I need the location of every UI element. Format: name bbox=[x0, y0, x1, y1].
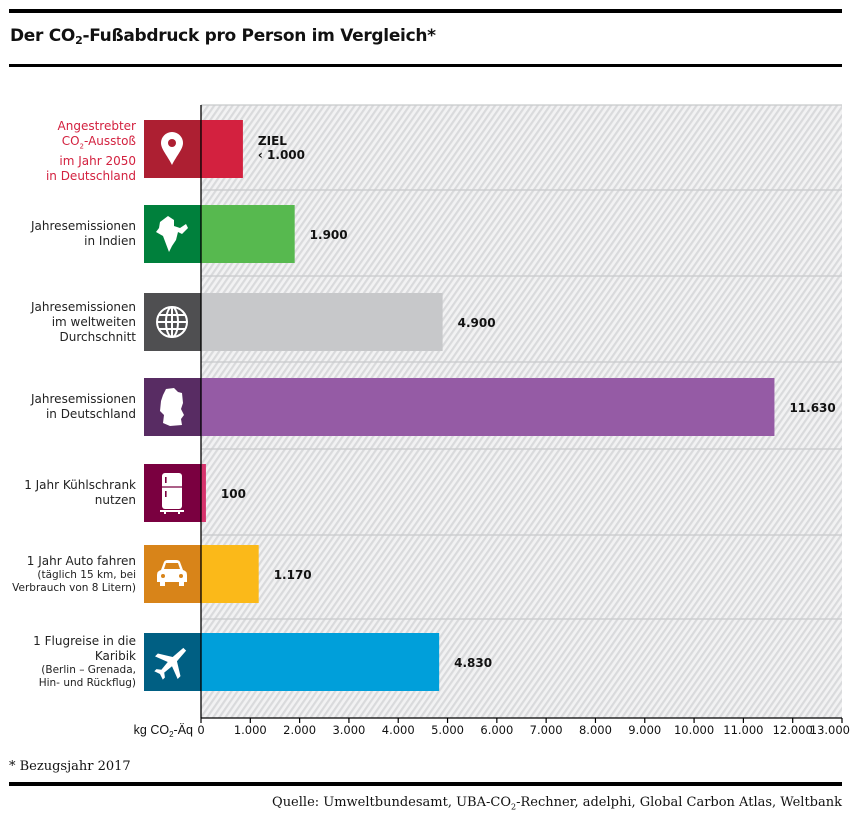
category-label-note: (täglich 15 km, bei bbox=[37, 568, 136, 581]
x-tick-label: 0 bbox=[197, 723, 204, 737]
category-label-line: im Jahr 2050 bbox=[59, 154, 136, 169]
category-label-line: nutzen bbox=[94, 493, 136, 507]
airplane-icon bbox=[144, 633, 201, 691]
value-label: ZIEL ‹ 1.000 bbox=[258, 134, 305, 162]
x-tick-label: 13.000 bbox=[810, 723, 850, 737]
india-map-icon bbox=[144, 205, 201, 263]
germany-map-icon bbox=[144, 378, 201, 436]
chart-title: Der CO2-Fußabdruck pro Person im Verglei… bbox=[10, 26, 436, 47]
x-tick-label: 11.000 bbox=[723, 723, 763, 737]
source-note: Quelle: Umweltbundesamt, UBA-CO2-Rechner… bbox=[272, 795, 842, 812]
category-label-line: im weltweiten bbox=[51, 314, 136, 329]
category-label: Angestrebter CO2-Ausstoß im Jahr 2050 in De… bbox=[0, 119, 136, 184]
category-label: Jahresemissionen in Indien bbox=[0, 219, 136, 249]
bar bbox=[201, 545, 259, 603]
x-ticks: 0 1.000 2.000 3.000 4.000 5.000 6.000 7.000 8.00… bbox=[197, 718, 850, 737]
source-text-1: Quelle: Umweltbundesamt, UBA-CO bbox=[272, 795, 511, 810]
icons-group bbox=[144, 120, 201, 691]
footnote: * Bezugsjahr 2017 bbox=[9, 759, 131, 774]
bars-group bbox=[201, 120, 775, 691]
source-text-2: -Rechner, adelphi, Global Carbon Atlas, … bbox=[516, 795, 842, 810]
top-rule bbox=[9, 9, 842, 13]
category-label-line: Jahresemissionen bbox=[31, 219, 136, 233]
x-axis-label: kg CO2-Äq bbox=[134, 723, 193, 739]
bar bbox=[201, 633, 440, 691]
bar bbox=[201, 120, 243, 178]
x-tick-label: 2.000 bbox=[283, 723, 316, 737]
x-tick-label: 3.000 bbox=[332, 723, 365, 737]
x-tick-label: 12.000 bbox=[773, 723, 813, 737]
category-label: 1 Jahr Auto fahren (täglich 15 km, bei Ver… bbox=[0, 554, 136, 595]
globe-icon bbox=[144, 293, 201, 351]
category-label-line: Jahresemissionen bbox=[31, 392, 136, 406]
category-label-line: Durchschnitt bbox=[59, 329, 136, 344]
category-label-line: Jahresemissionen bbox=[31, 299, 136, 314]
bottom-rule bbox=[9, 782, 842, 786]
category-label-line: 1 Flugreise in die bbox=[33, 634, 136, 648]
category-label-line: 1 Jahr Auto fahren bbox=[26, 553, 136, 568]
x-tick-label: 1.000 bbox=[234, 723, 267, 737]
category-label: Jahresemissionen im weltweiten Durchschnit… bbox=[0, 300, 136, 345]
category-label-note: Verbrauch von 8 Litern) bbox=[12, 581, 136, 594]
category-label: 1 Flugreise in die Karibik (Berlin – Grena… bbox=[0, 634, 136, 690]
x-tick-label: 5.000 bbox=[431, 723, 464, 737]
bar bbox=[201, 464, 206, 522]
value-label: 11.630 bbox=[789, 401, 835, 415]
category-label-line: 1 Jahr Kühlschrank bbox=[24, 478, 136, 492]
value-label: 4.830 bbox=[454, 656, 492, 670]
title-subscript: 2 bbox=[75, 34, 83, 47]
category-label-line: in Deutschland bbox=[45, 169, 136, 184]
source-subscript: 2 bbox=[510, 802, 517, 812]
category-label: Jahresemissionen in Deutschland bbox=[0, 392, 136, 422]
fridge-icon bbox=[144, 464, 201, 522]
title-text-2: -Fußabdruck pro Person im Vergleich* bbox=[82, 26, 436, 46]
value-label: 100 bbox=[221, 487, 246, 501]
category-label: 1 Jahr Kühlschrank nutzen bbox=[0, 478, 136, 508]
category-label-note: (Berlin – Grenada, bbox=[41, 664, 136, 676]
bar bbox=[201, 378, 775, 436]
x-tick-label: 6.000 bbox=[480, 723, 513, 737]
bar bbox=[201, 293, 443, 351]
x-tick-label: 7.000 bbox=[530, 723, 563, 737]
category-label-line: in Indien bbox=[84, 234, 136, 248]
location-pin-icon bbox=[144, 120, 201, 178]
title-text-1: Der CO bbox=[10, 26, 76, 46]
category-label-line: in Deutschland bbox=[45, 407, 136, 421]
x-tick-label: 4.000 bbox=[382, 723, 415, 737]
category-label-line: Angestrebter bbox=[57, 119, 136, 133]
x-tick-label: 9.000 bbox=[628, 723, 661, 737]
row-separators bbox=[201, 104, 842, 620]
value-label: 4.900 bbox=[458, 316, 496, 330]
category-label-line: CO2-Ausstoß bbox=[61, 134, 136, 151]
bar bbox=[201, 205, 295, 263]
value-label: 1.170 bbox=[274, 568, 312, 582]
category-label-line: Karibik bbox=[94, 649, 136, 663]
category-label-note: Hin- und Rückflug) bbox=[38, 677, 136, 689]
x-tick-label: 8.000 bbox=[579, 723, 612, 737]
x-tick-label: 10.000 bbox=[674, 723, 714, 737]
value-label: 1.900 bbox=[310, 228, 348, 242]
title-rule bbox=[9, 64, 842, 67]
car-icon bbox=[144, 545, 201, 603]
value-labels: ZIEL ‹ 1.000 1.900 4.900 11.630 100 1.170 4.830 bbox=[221, 134, 836, 670]
